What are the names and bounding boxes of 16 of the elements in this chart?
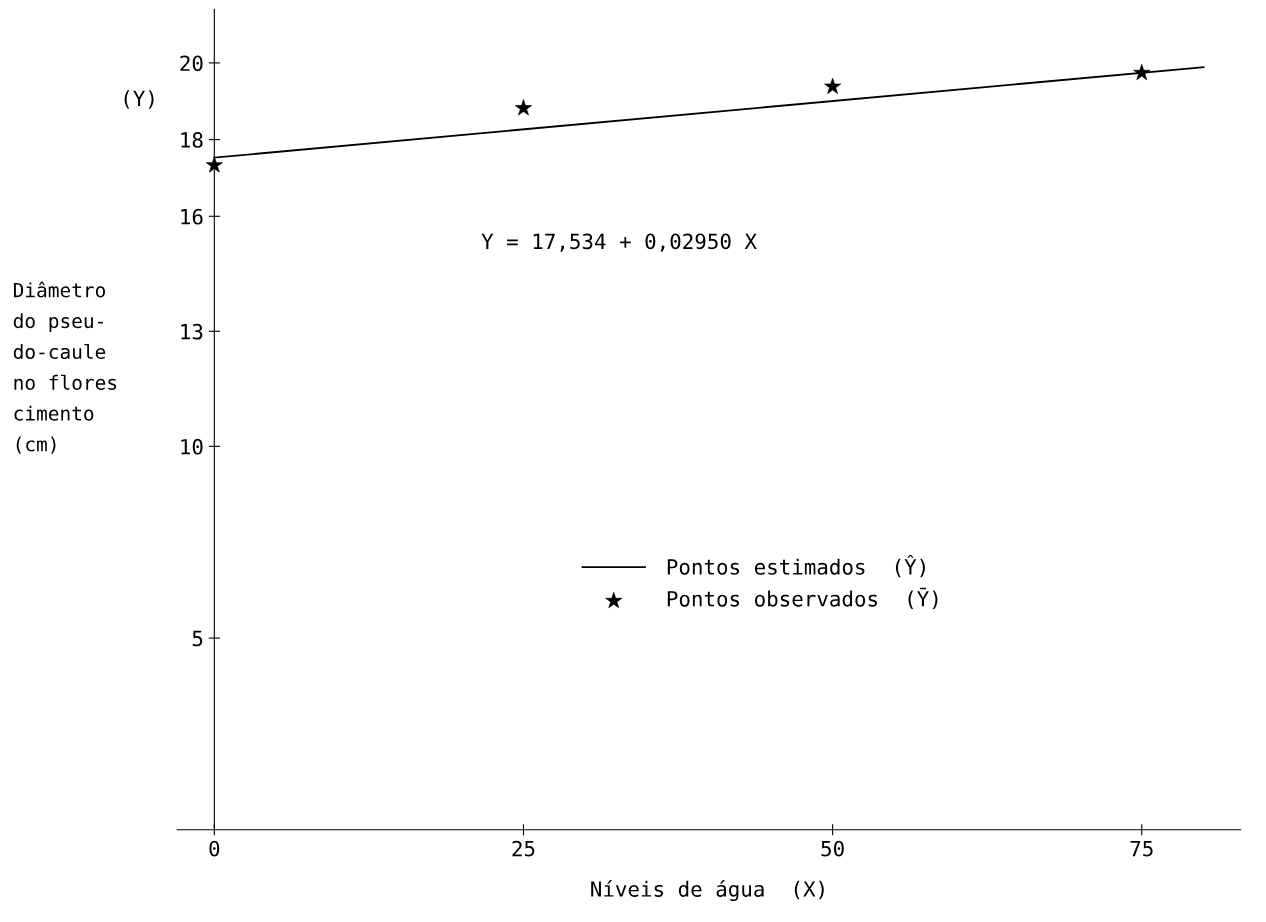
y-axis-title: Diâmetro do pseu- do-caule no flores cimento (cm) [13,281,117,454]
x-tick-label: 0 [209,840,220,857]
y-tick-label: 20 [180,55,203,72]
annotation: Y = 17,534 + 0,02950 X [481,233,757,252]
y-tick-label: 16 [181,208,203,225]
y-tick-label: 13 [181,323,203,340]
y-tick-label: 5 [192,630,203,647]
legend-label: Pontos observados (Ȳ) [667,587,938,610]
x-tick-label: 75 [1130,840,1153,857]
legend-label: Pontos estimados (Ŷ) [667,554,925,578]
x-axis-title: Níveis de água (X) [591,879,824,902]
x-tick-label: 50 [821,840,844,857]
y-tick-label: 18 [181,132,203,148]
x-tick-label: 25 [512,840,535,857]
y-tick-label: 10 [181,438,203,455]
text: (Y) [124,90,154,109]
